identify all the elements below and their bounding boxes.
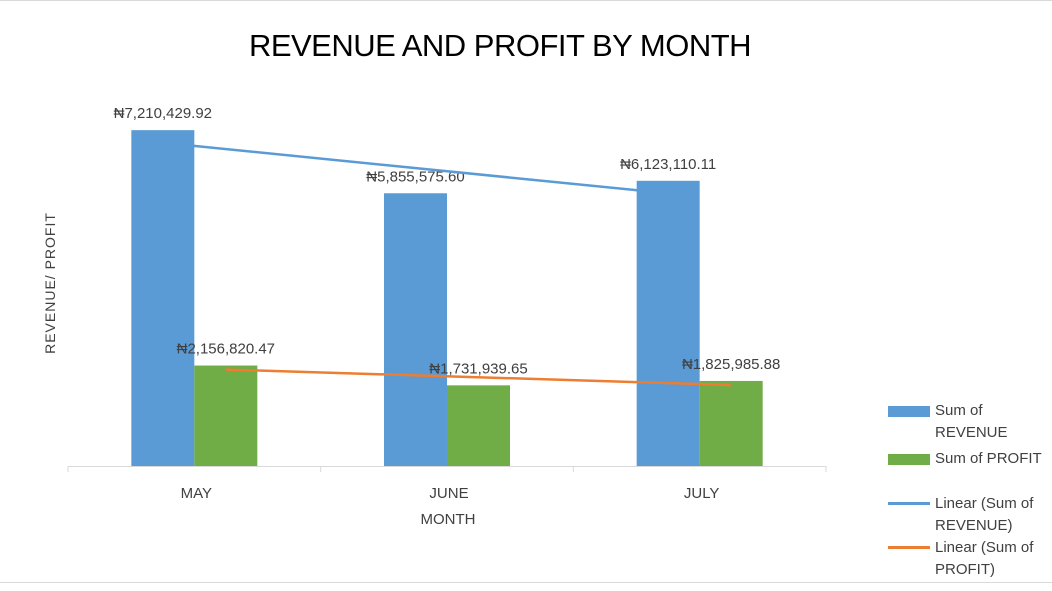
trendline-profit: [225, 368, 732, 387]
legend-item-profit-trend: Linear (Sum of PROFIT): [888, 537, 1052, 581]
legend-label-profit: Sum of PROFIT: [935, 450, 1042, 467]
legend-swatch-revenue-trend: [888, 502, 930, 505]
chart-title: REVENUE AND PROFIT BY MONTH: [248, 28, 752, 63]
bar-revenue-may: [131, 130, 195, 467]
legend-label-revenue-trend: Linear (Sum of REVENUE): [935, 495, 1034, 534]
legend-swatch-profit-trend: [888, 546, 930, 549]
x-tick-label-may: MAY: [181, 485, 212, 502]
data-label-profit-june: ₦1,731,939.65: [429, 360, 527, 377]
bar-profit-june: [447, 385, 510, 466]
x-axis-label: MONTH: [420, 511, 476, 528]
bottom-divider: [0, 582, 1052, 583]
bar-profit-may: [194, 365, 258, 466]
legend-item-revenue-trend: Linear (Sum of REVENUE): [888, 493, 1052, 537]
data-label-revenue-june: ₦5,855,575.60: [366, 168, 464, 185]
legend-swatch-profit: [888, 454, 930, 465]
x-tick-label-june: JUNE: [429, 485, 468, 502]
legend-item-revenue: Sum of REVENUE: [888, 400, 1052, 444]
bar-revenue-june: [384, 193, 447, 466]
trendline-revenue: [162, 141, 669, 195]
legend-label-revenue: Sum of REVENUE: [935, 402, 1008, 441]
legend-item-profit: Sum of PROFIT: [888, 448, 1052, 470]
legend-swatch-revenue: [888, 406, 930, 417]
bar-revenue-july: [636, 180, 700, 466]
data-label-revenue-july: ₦6,123,110.11: [620, 156, 716, 173]
bar-profit-july: [699, 380, 763, 466]
x-tick-label-july: JULY: [684, 485, 720, 502]
data-label-profit-july: ₦1,825,985.88: [682, 356, 780, 373]
plot-area: ₦7,210,429.92 ₦2,156,820.47 ₦5,855,575.60 ₦…: [67, 105, 827, 502]
legend-label-profit-trend: Linear (Sum of PROFIT): [935, 539, 1034, 578]
data-label-revenue-may: ₦7,210,429.92: [114, 105, 212, 122]
data-label-profit-may: ₦2,156,820.47: [177, 341, 275, 358]
